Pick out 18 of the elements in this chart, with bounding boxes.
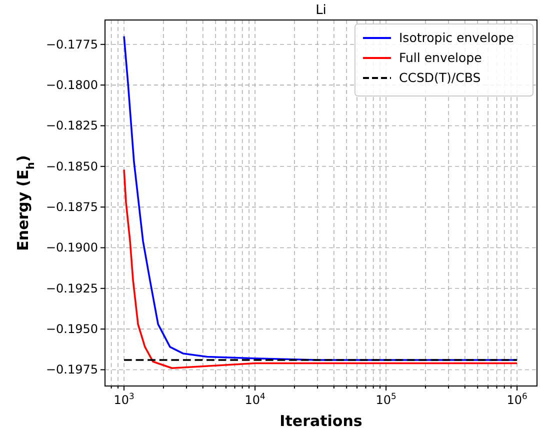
legend-label: CCSD(T)/CBS — [399, 70, 481, 85]
y-tick-label: −0.1775 — [46, 37, 98, 52]
x-axis-title: Iterations — [280, 412, 362, 430]
y-tick-label: −0.1950 — [46, 322, 98, 336]
x-tick-label: 10$^{6}$ — [506, 391, 528, 407]
y-tick-label: −0.1825 — [46, 118, 98, 133]
x-tick-label: 10$^{4}$ — [244, 391, 266, 407]
y-tick-label: −0.1925 — [46, 281, 98, 296]
y-tick-label: −0.1850 — [46, 159, 98, 174]
y-tick-label: −0.1875 — [46, 200, 98, 214]
y-tick-label: −0.1975 — [46, 362, 98, 377]
legend-label: Full envelope — [399, 50, 482, 65]
chart-title: Li — [316, 3, 326, 18]
legend-label: Isotropic envelope — [399, 30, 514, 45]
x-tick-label: 10$^{5}$ — [376, 391, 396, 407]
y-tick-label: −0.1900 — [46, 240, 98, 255]
x-tick-label: 10$^{3}$ — [114, 391, 134, 407]
y-tick-label: −0.1800 — [46, 78, 98, 92]
